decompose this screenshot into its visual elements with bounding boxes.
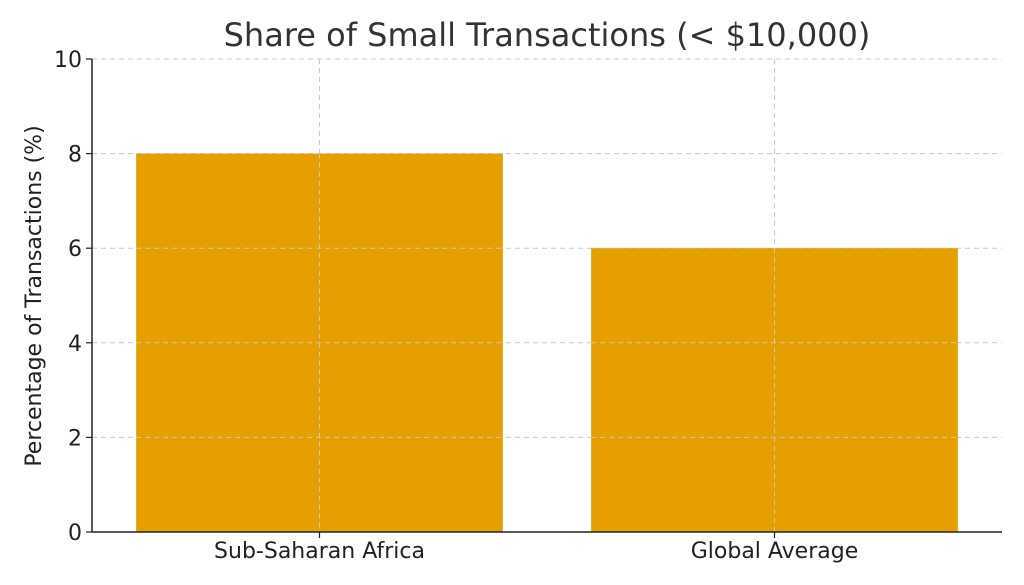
bars: [136, 153, 958, 532]
y-axis-ticks: 0 2 4 6 8 10: [54, 48, 92, 546]
axes: [91, 59, 1002, 533]
x-tick-label: Sub-Saharan Africa: [214, 539, 425, 564]
chart-title: Share of Small Transactions (< $10,000): [224, 16, 871, 54]
y-tick-label: 2: [68, 426, 82, 451]
x-tick-label: Global Average: [691, 539, 859, 564]
y-axis-label: Percentage of Transactions (%): [22, 125, 47, 466]
y-tick-label: 8: [68, 143, 82, 168]
y-tick-label: 4: [68, 332, 82, 357]
y-tick-label: 10: [54, 48, 82, 73]
x-axis-ticks: Sub-Saharan Africa Global Average: [214, 532, 858, 564]
y-tick-label: 0: [68, 521, 82, 546]
y-tick-label: 6: [68, 237, 82, 262]
bar: [591, 248, 958, 532]
